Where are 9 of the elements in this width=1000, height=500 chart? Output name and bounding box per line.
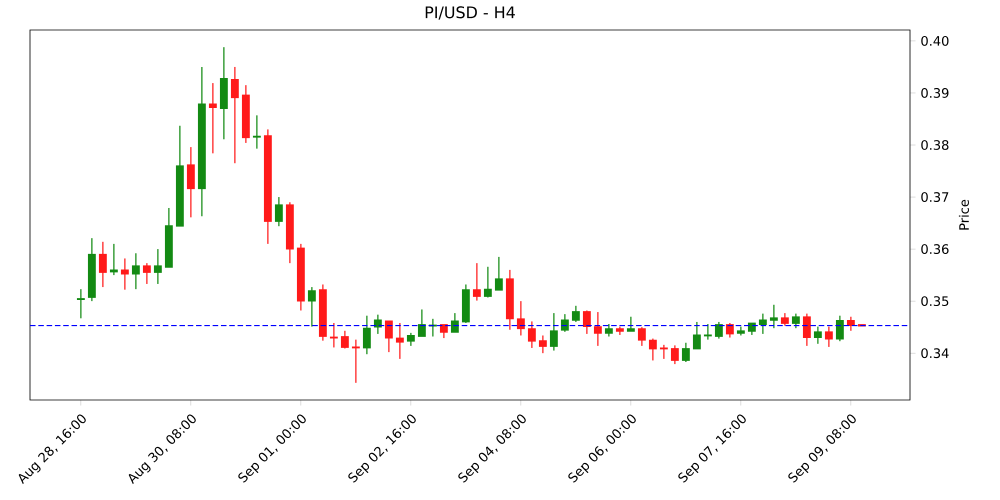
y-tick-label: 0.35: [921, 296, 948, 306]
y-axis-title: Price: [958, 200, 969, 230]
chart-title: PI/USD - H4: [426, 6, 515, 20]
y-tick-label: 0.40: [921, 36, 949, 46]
y-tick-label: 0.34: [921, 348, 949, 358]
y-tick-label: 0.38: [921, 140, 948, 150]
y-tick-label: 0.39: [921, 88, 948, 98]
y-tick-label: 0.37: [921, 192, 948, 202]
y-tick-label: 0.36: [921, 244, 949, 254]
